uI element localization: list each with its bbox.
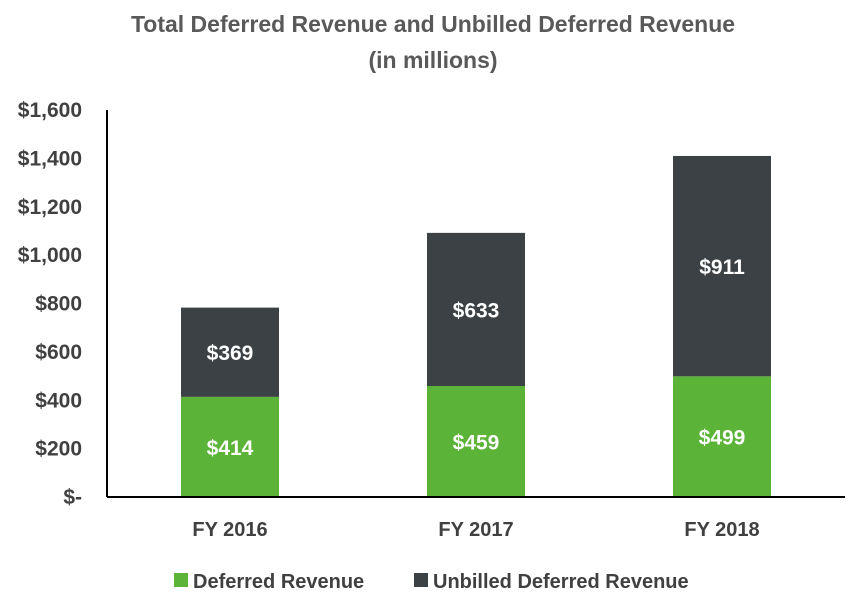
bars [181,155,771,497]
bar-deferred-fy-2018 [673,376,771,497]
y-tick-label: $1,200 [18,196,82,219]
data-labels: $414 $369 $459 $633 $499 $911 [207,256,746,460]
y-tick-label: $600 [35,341,82,364]
bar-unbilled-fy-2016 [181,307,279,397]
x-tick-label: FY 2016 [192,519,267,541]
data-label: $369 [207,342,254,365]
legend-swatch [414,573,428,587]
data-label: $459 [453,431,500,454]
y-tick-label: $800 [35,293,82,316]
bar-unbilled-fy-2017 [427,232,525,386]
y-tick-label: $1,000 [18,244,82,267]
bar-deferred-fy-2016 [181,396,279,497]
y-tick-label: $200 [35,438,82,461]
y-tick-label: $1,400 [18,147,82,170]
chart-title: Total Deferred Revenue and Unbilled Defe… [131,11,735,37]
x-tick-label: FY 2017 [438,519,513,541]
data-label: $633 [453,299,500,322]
y-tick-label: $- [63,486,82,509]
legend: Deferred Revenue Unbilled Deferred Revenu… [174,571,689,593]
y-axis-ticks: $- $200 $400 $600 $800 $1,000 $1,200 $1,400 $1,6… [18,99,82,509]
data-label: $499 [699,427,746,450]
data-label: $414 [207,437,254,460]
y-tick-label: $400 [35,389,82,412]
x-tick-label: FY 2018 [684,519,759,541]
legend-label: Unbilled Deferred Revenue [433,571,689,593]
legend-label: Deferred Revenue [193,571,364,593]
bar-unbilled-fy-2018 [673,155,771,377]
legend-swatch [174,573,188,587]
bar-deferred-fy-2017 [427,385,525,497]
x-axis-categories: FY 2016 FY 2017 FY 2018 [192,519,759,541]
chart-subtitle: (in millions) [368,47,497,73]
y-tick-label: $1,600 [18,99,82,122]
data-label: $911 [699,256,745,279]
